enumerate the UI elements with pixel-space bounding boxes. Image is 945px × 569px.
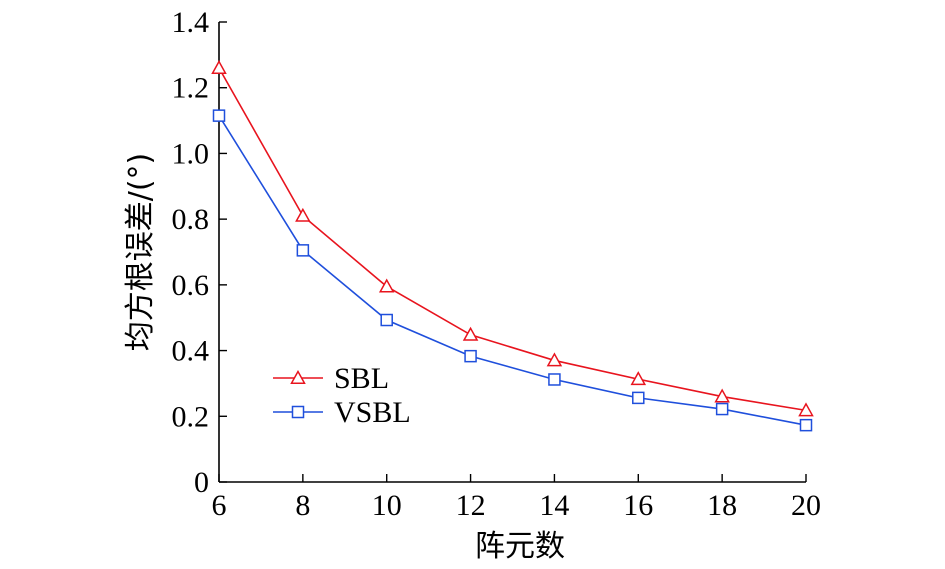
x-tick-label: 6 bbox=[212, 489, 227, 522]
y-axis-title: 均方根误差/(°) bbox=[123, 153, 158, 352]
x-tick-label: 20 bbox=[791, 489, 821, 522]
data-point-sbl bbox=[798, 402, 814, 417]
series-vsbl bbox=[212, 109, 813, 432]
series-sbl bbox=[211, 59, 814, 417]
y-tick-label: 0.2 bbox=[172, 400, 210, 433]
y-tick-label: 1.2 bbox=[172, 72, 210, 105]
x-axis-title: 阵元数 bbox=[475, 529, 565, 564]
x-tick-label: 16 bbox=[623, 489, 653, 522]
triangle-marker-icon bbox=[290, 369, 306, 384]
data-point-sbl bbox=[714, 388, 730, 403]
data-point-sbl bbox=[546, 352, 563, 367]
y-tick-label: 0 bbox=[194, 466, 209, 499]
data-point-vsbl bbox=[464, 349, 477, 363]
data-point-sbl bbox=[462, 326, 479, 341]
data-point-vsbl bbox=[799, 418, 813, 432]
series-line-sbl bbox=[218, 67, 807, 412]
data-point-vsbl bbox=[632, 391, 645, 405]
series-line-vsbl bbox=[218, 115, 807, 426]
data-point-sbl bbox=[378, 278, 395, 293]
plot-area bbox=[218, 22, 806, 483]
x-axis-ticks: 6 8 10 12 14 16 18 20 bbox=[212, 474, 821, 522]
data-point-sbl bbox=[295, 207, 311, 222]
y-tick-label: 0.8 bbox=[172, 203, 210, 236]
data-point-vsbl bbox=[380, 313, 393, 327]
legend-label: SBL bbox=[334, 362, 389, 395]
data-point-vsbl bbox=[715, 402, 729, 416]
x-tick-label: 10 bbox=[372, 489, 402, 522]
legend-item-vsbl: VSBL bbox=[273, 396, 411, 429]
legend-item-sbl: SBL bbox=[273, 362, 389, 395]
data-point-vsbl bbox=[212, 109, 226, 122]
x-tick-label: 14 bbox=[539, 489, 569, 522]
x-tick-label: 12 bbox=[456, 489, 486, 522]
y-tick-label: 1.4 bbox=[172, 6, 210, 39]
y-tick-label: 1.0 bbox=[172, 137, 210, 170]
legend-label: VSBL bbox=[334, 396, 411, 429]
series-layer bbox=[211, 59, 814, 432]
data-point-sbl bbox=[211, 59, 227, 74]
y-tick-label: 0.6 bbox=[172, 269, 210, 302]
y-axis-ticks: 0 0.2 0.4 0.6 0.8 1.0 1.2 1.4 bbox=[172, 6, 227, 499]
x-tick-label: 18 bbox=[707, 489, 737, 522]
x-tick-label: 8 bbox=[295, 489, 310, 522]
y-tick-label: 0.4 bbox=[172, 335, 210, 368]
data-point-sbl bbox=[630, 371, 647, 386]
square-marker-icon bbox=[291, 405, 305, 419]
data-point-vsbl bbox=[548, 373, 561, 386]
data-point-vsbl bbox=[296, 244, 310, 257]
